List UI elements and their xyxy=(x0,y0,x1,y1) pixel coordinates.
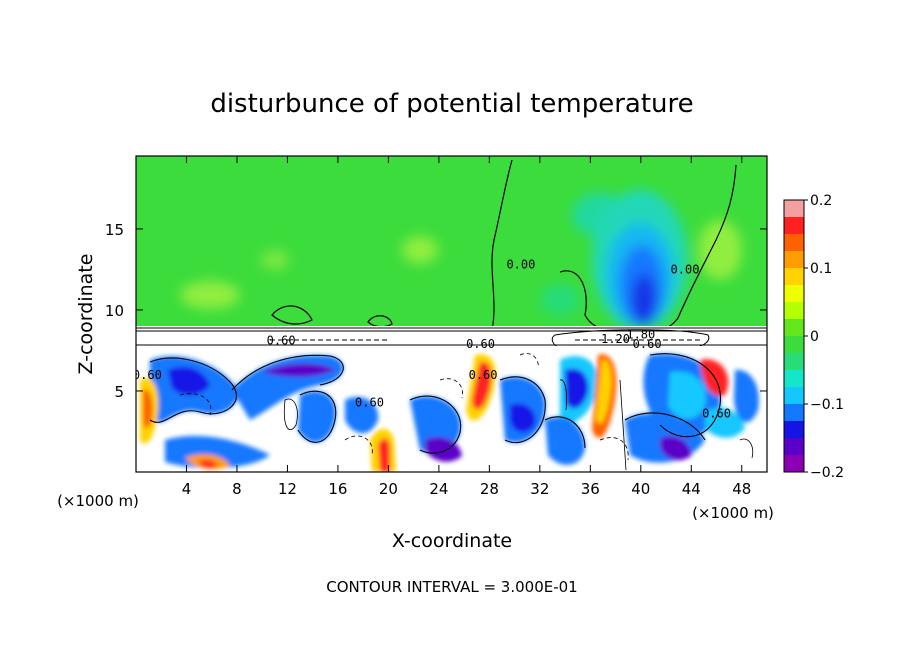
colorbar-tick-label: −0.2 xyxy=(810,465,844,481)
y-tick-label: 10 xyxy=(105,302,124,320)
colorbar-swatch xyxy=(784,217,804,235)
colorbar-tick-label: −0.1 xyxy=(810,397,844,413)
colorbar-swatch xyxy=(784,234,804,252)
x-tick-label: 28 xyxy=(480,480,499,498)
colorbar-swatch xyxy=(784,200,804,218)
chart-title: disturbunce of potential temperature xyxy=(210,89,693,119)
contour-label: 0.00 xyxy=(671,262,700,276)
x-tick-label: 48 xyxy=(732,480,751,498)
colorbar-swatch xyxy=(784,421,804,439)
colorbar-tick-label: 0 xyxy=(810,329,819,345)
colorbar-swatch xyxy=(784,353,804,371)
y-unit-label: (×1000 m) xyxy=(57,492,139,510)
upper-field-shading xyxy=(180,190,742,330)
y-tick-label: 5 xyxy=(114,383,124,401)
x-tick-label: 20 xyxy=(379,480,398,498)
colorbar-swatch xyxy=(784,455,804,473)
lower-turbulence xyxy=(136,346,767,472)
colorbar-tick-label: 0.2 xyxy=(810,193,832,209)
contour-label: 0.60 xyxy=(633,337,662,351)
contour-label: 0.60 xyxy=(355,395,384,409)
colorbar-swatch xyxy=(784,387,804,405)
contour-label: 0.60 xyxy=(133,368,162,382)
contour-label: 0.00 xyxy=(506,258,535,272)
colorbar-swatch xyxy=(784,370,804,388)
colorbar-swatch xyxy=(784,268,804,286)
contour-label: 0.60 xyxy=(469,368,498,382)
colorbar-swatch xyxy=(784,336,804,354)
colorbar-swatch xyxy=(784,302,804,320)
colorbar-swatch xyxy=(784,438,804,456)
x-tick-label: 40 xyxy=(631,480,650,498)
contour-label: 1.80 xyxy=(626,327,655,341)
plot-frame xyxy=(135,155,768,473)
x-axis-ticks: 4 8 12 16 20 24 28 32 36 40 44 48 xyxy=(182,156,751,498)
contour-label: 0.60 xyxy=(702,407,731,421)
colorbar-swatch xyxy=(784,319,804,337)
y-tick-label: 15 xyxy=(105,221,124,239)
colorbar-swatch xyxy=(784,285,804,303)
colorbar-tick-label: 0.1 xyxy=(810,261,832,277)
y-axis-ticks: 5 10 15 xyxy=(105,221,767,401)
y-axis-label: Z-coordinate xyxy=(75,254,97,375)
x-unit-label: (×1000 m) xyxy=(692,504,774,522)
x-tick-label: 32 xyxy=(530,480,549,498)
contour-label: 0.60 xyxy=(267,334,296,348)
contour-label: 1.20 xyxy=(601,332,630,346)
plot-area: 0.00 0.00 0.60 0.60 0.60 0.60 0.60 0.60 … xyxy=(133,156,767,472)
x-tick-label: 8 xyxy=(232,480,242,498)
x-tick-label: 4 xyxy=(182,480,192,498)
x-tick-label: 44 xyxy=(682,480,701,498)
x-axis-label: X-coordinate xyxy=(392,530,512,552)
contour-label: 0.60 xyxy=(466,337,495,351)
x-tick-label: 36 xyxy=(581,480,600,498)
x-tick-label: 16 xyxy=(328,480,347,498)
colorbar: 0.2 0.1 0 −0.1 −0.2 xyxy=(783,193,844,481)
x-tick-label: 24 xyxy=(429,480,448,498)
contour-labels: 0.00 0.00 0.60 0.60 0.60 0.60 0.60 0.60 … xyxy=(133,258,731,421)
colorbar-swatch xyxy=(784,404,804,422)
contour-interval-footer: CONTOUR INTERVAL = 3.000E-01 xyxy=(326,578,577,596)
colorbar-swatch xyxy=(784,251,804,269)
x-tick-label: 12 xyxy=(278,480,297,498)
